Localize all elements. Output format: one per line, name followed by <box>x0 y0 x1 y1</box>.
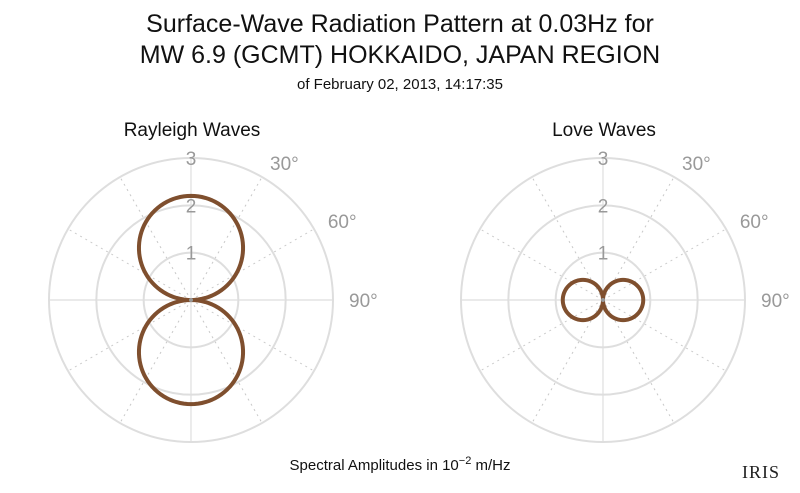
x-axis-label-exponent: −2 <box>458 455 472 467</box>
rayleigh-angle-tick-label: 60° <box>328 212 357 233</box>
rayleigh-spoke-240 <box>67 299 192 372</box>
rayleigh-radial-tick-label: 3 <box>186 149 197 170</box>
love-spoke-120 <box>602 299 727 372</box>
rayleigh-ring-2 <box>95 204 287 396</box>
rayleigh-ring-3 <box>48 157 334 443</box>
rayleigh-spoke-300 <box>67 228 192 301</box>
love-radial-tick-label: 2 <box>598 196 609 217</box>
rayleigh-ring-1 <box>142 251 240 349</box>
rayleigh-radial-tick-label: 2 <box>186 196 197 217</box>
rayleigh-angle-tick-label: 30° <box>270 154 299 175</box>
rayleigh-radiation-pattern <box>136 193 246 407</box>
love-angle-tick-label: 90° <box>761 291 790 312</box>
rayleigh-center-point <box>189 298 193 302</box>
love-panel-title: Love Waves <box>552 120 656 141</box>
chart-subtitle: of February 02, 2013, 14:17:35 <box>297 76 503 93</box>
love-center-point <box>601 298 605 302</box>
chart-title-line2: MW 6.9 (GCMT) HOKKAIDO, JAPAN REGION <box>139 41 661 69</box>
x-axis-label-suffix: m/Hz <box>471 457 511 474</box>
rayleigh-angle-tick-label: 90° <box>349 291 378 312</box>
chart-title: Surface-Wave Radiation Pattern at 0.03Hz… <box>146 10 654 38</box>
rayleigh-spoke-60 <box>190 228 315 301</box>
love-radial-tick-label: 3 <box>598 149 609 170</box>
love-ring-3 <box>460 157 746 443</box>
love-angle-tick-label: 30° <box>682 154 711 175</box>
love-spoke-300 <box>479 228 604 301</box>
rayleigh-spoke-120 <box>190 299 315 372</box>
love-spoke-240 <box>479 299 604 372</box>
iris-logo: IRIS <box>742 462 781 482</box>
x-axis-label: Spectral Amplitudes in 10−2 m/Hz <box>0 455 800 474</box>
love-spoke-60 <box>602 228 727 301</box>
rayleigh-radial-tick-label: 1 <box>186 244 197 265</box>
love-ring-2 <box>507 204 699 396</box>
love-ring-1 <box>554 251 652 349</box>
love-angle-tick-label: 60° <box>740 212 769 233</box>
love-radial-tick-label: 1 <box>598 244 609 265</box>
rayleigh-panel-title: Rayleigh Waves <box>123 120 261 141</box>
x-axis-label-prefix: Spectral Amplitudes in 10 <box>289 457 459 474</box>
